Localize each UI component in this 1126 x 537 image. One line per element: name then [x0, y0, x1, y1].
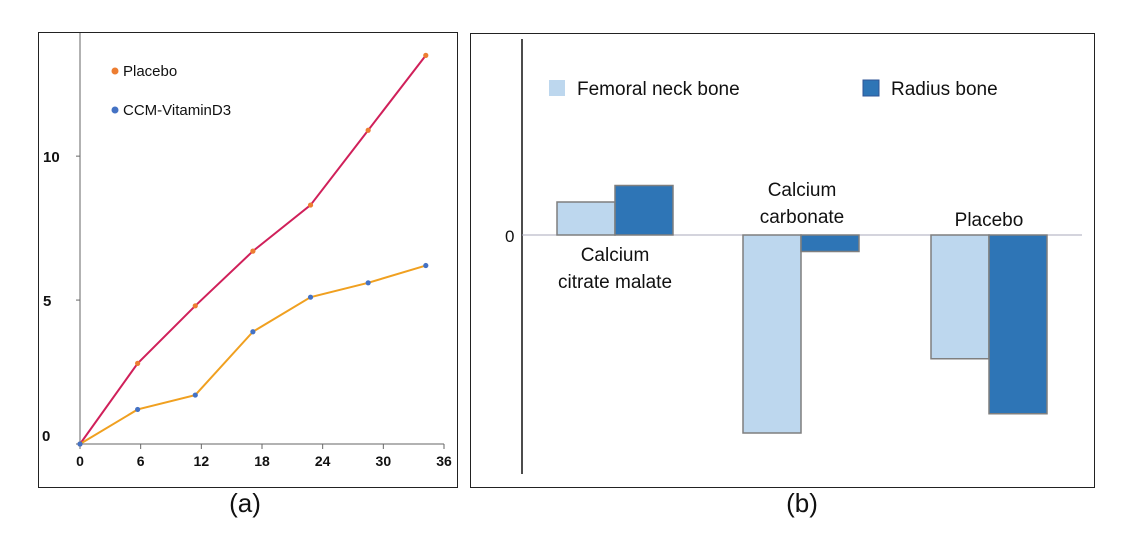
y-tick-label: 5 [43, 293, 51, 310]
legend-label: Radius bone [891, 79, 998, 100]
data-point [307, 294, 314, 300]
data-point [365, 280, 371, 286]
legend-label: Placebo [123, 63, 177, 80]
bar-chart: 0 Calcium citrate malate Calcium carbonate Pl… [505, 39, 1082, 474]
data-point [365, 127, 371, 133]
data-point [307, 202, 314, 208]
x-tick-label: 24 [315, 453, 331, 469]
category-label: carbonate [760, 207, 845, 228]
legend-label: CCM-VitaminD3 [123, 102, 231, 119]
legend-swatch [862, 79, 880, 97]
data-point [250, 248, 256, 254]
x-tick-label: 18 [254, 453, 270, 469]
legend-marker [111, 106, 119, 114]
x-tick-label: 12 [194, 453, 210, 469]
data-point [250, 329, 256, 335]
category-label: Calcium [581, 245, 650, 266]
caption-b: (b) [786, 488, 818, 518]
data-point [423, 52, 429, 58]
y-tick-label: 10 [43, 149, 60, 166]
y-tick-label: 0 [42, 428, 50, 445]
legend-marker [111, 67, 119, 75]
data-point [135, 360, 141, 366]
bar-femoral-neck-2 [930, 234, 990, 360]
x-tick-label: 36 [436, 453, 452, 469]
series-line-ccm-vitamind3 [79, 264, 427, 445]
bar-radius-0 [614, 184, 674, 236]
y-tick-label: 0 [505, 227, 514, 246]
data-point [135, 406, 141, 413]
bar-radius-2 [988, 234, 1048, 415]
x-tick-label: 30 [376, 453, 392, 469]
category-label: citrate malate [558, 272, 672, 293]
legend-label: Femoral neck bone [577, 79, 740, 100]
bar-radius-1 [800, 234, 860, 253]
bar-femoral-neck-0 [556, 201, 616, 236]
data-point [192, 303, 198, 309]
category-label: Placebo [955, 210, 1024, 231]
line-chart: 0 6 12 18 24 30 36 0 5 10 Placebo CCM-VitaminD3 [42, 33, 452, 469]
legend-swatch [549, 80, 565, 96]
x-tick-label: 6 [137, 453, 145, 469]
data-point [423, 262, 429, 269]
caption-a: (a) [229, 488, 261, 518]
bar-chart-panel: 0 Calcium citrate malate Calcium carbonate Pl… [470, 33, 1095, 488]
category-label: Calcium [768, 180, 837, 201]
bar-femoral-neck-1 [742, 234, 802, 434]
x-tick-label: 0 [76, 453, 84, 469]
data-point [77, 441, 83, 447]
data-point [192, 392, 198, 398]
line-chart-panel: 0 6 12 18 24 30 36 0 5 10 Placebo CCM-VitaminD3 [38, 32, 458, 488]
